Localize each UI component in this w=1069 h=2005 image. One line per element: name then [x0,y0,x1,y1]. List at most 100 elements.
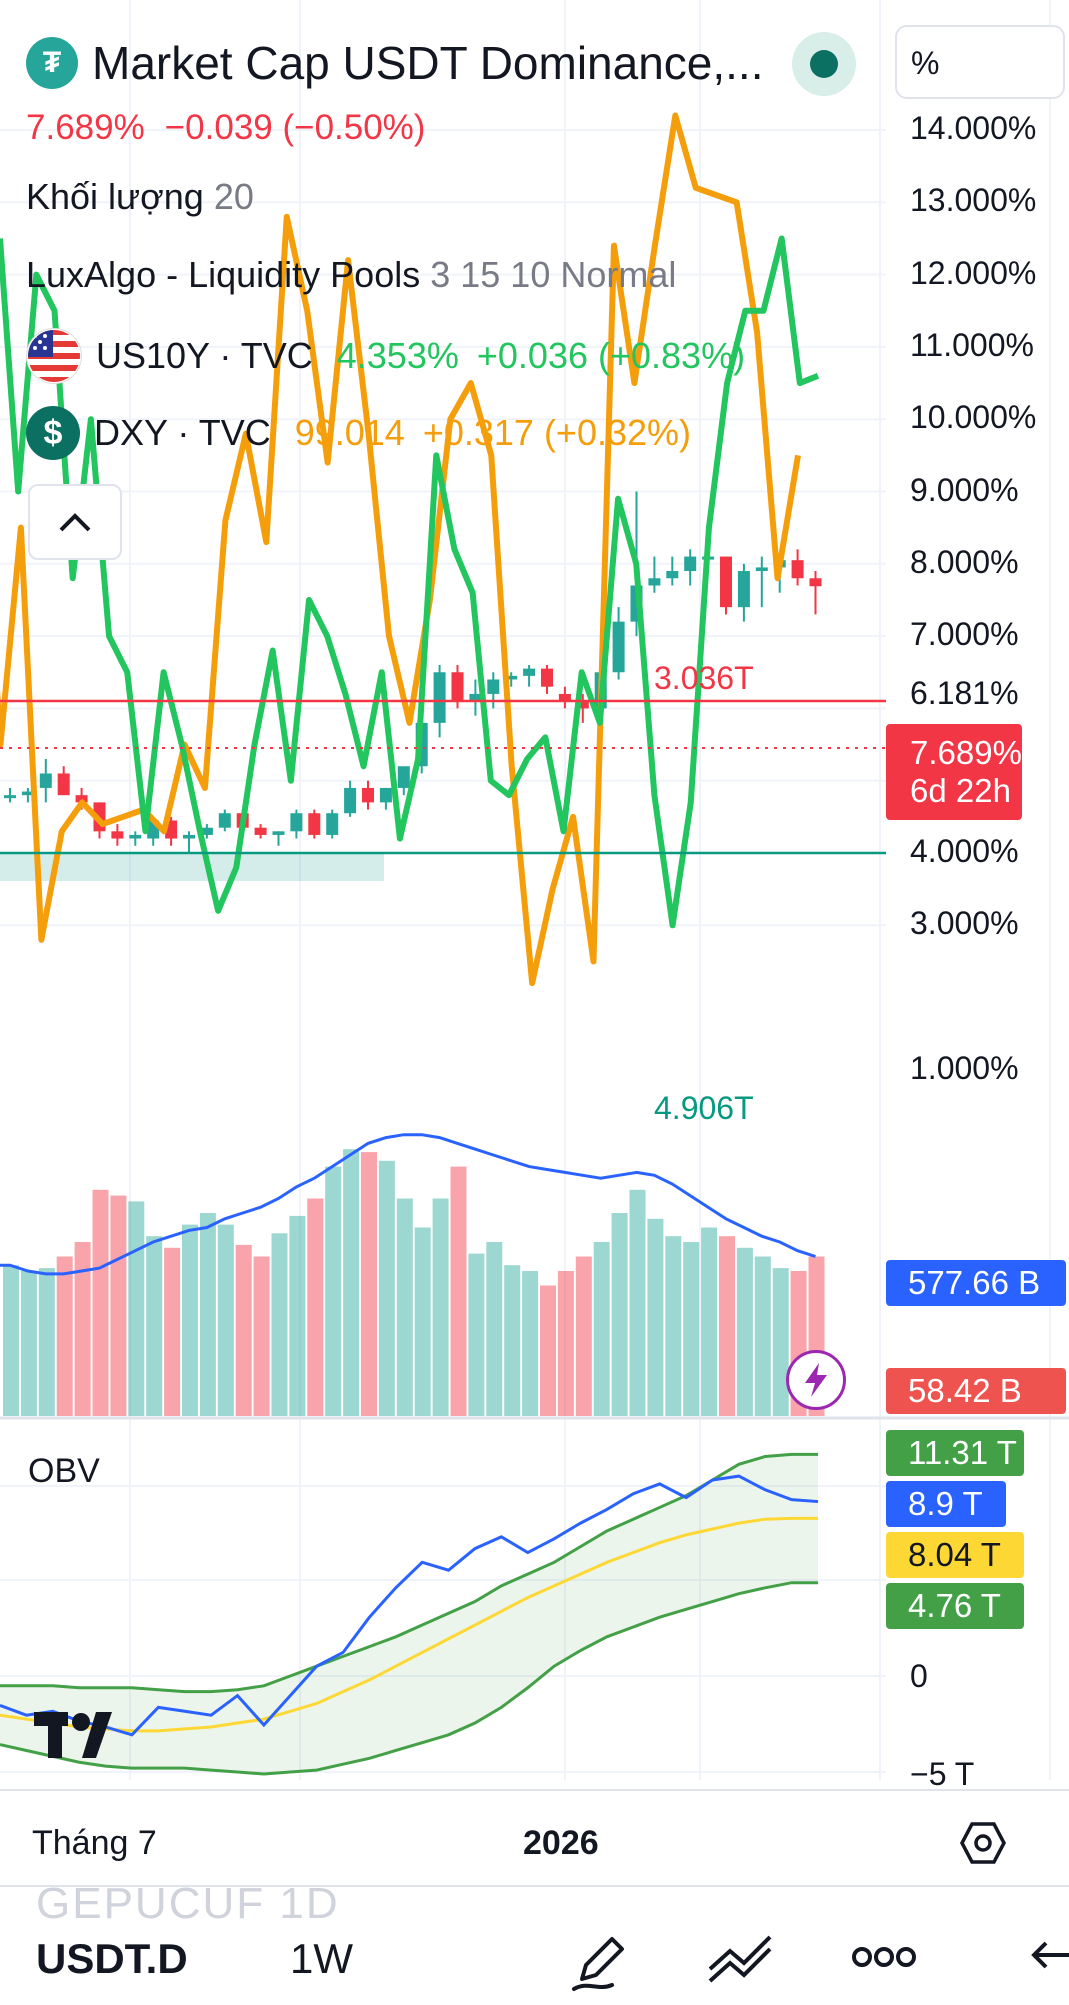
candle-body [39,773,52,788]
price-axis-tick: 10.000% [910,399,1037,436]
last-price: 7.689% [26,108,145,147]
live-dot-icon [810,50,838,78]
candle-body [451,672,464,702]
price-axis-tick: 6.181% [910,675,1019,712]
settings-hexagon-icon[interactable] [958,1818,1008,1868]
volume-bar [182,1224,198,1416]
price-axis-tick: 12.000% [910,254,1037,291]
chart-title-row[interactable]: ₮ Market Cap USDT Dominance,... [26,36,764,90]
candle-body [379,787,392,803]
volume-bar [736,1247,753,1416]
back-icon[interactable] [1030,1937,1069,1977]
volume-bar [289,1215,306,1416]
candle-body [666,571,679,579]
candle-body [720,556,732,608]
previous-symbol-ghost: GEPUCUF 1D [36,1879,340,1928]
tradingview-logo-icon [34,1712,112,1758]
bar-countdown: 6d 22h [910,772,1011,809]
candle-body [254,827,267,835]
candle-body [612,621,625,673]
more-icon[interactable] [852,1943,916,1971]
scale-percent-button[interactable]: % [895,25,1065,99]
obv-lower-badge: 4.76 T [886,1583,1024,1629]
indicator-volume[interactable]: Khối lượng 20 [26,176,254,218]
last-price-badge: 7.689% 6d 22h [886,724,1022,820]
chevron-up-icon [59,513,91,532]
price-change-row: 7.689% −0.039 (−0.50%) [26,108,425,148]
market-status-button[interactable] [792,32,856,96]
timeframe-button[interactable]: 1W [290,1935,353,1982]
main-chart[interactable] [0,0,1069,1885]
candle-body [487,679,500,694]
candle-body [558,693,571,702]
obv-band-fill [0,1454,818,1774]
obv-line [0,1474,819,1737]
compare-symbol: DXY · TVC [94,412,271,453]
lightning-icon [805,1363,827,1397]
compare-value: 4.353% [336,335,459,376]
price-axis-tick: 7.000% [910,616,1019,653]
candle-body [737,571,750,608]
volume-bar [557,1271,574,1416]
candle-body [308,813,321,835]
candle-body [791,560,804,579]
volume-bar [450,1166,467,1416]
volume-bar [468,1253,485,1416]
candle-body [397,766,410,788]
time-label-july: Tháng 7 [32,1824,157,1862]
last-price-label: 7.689% [910,734,1022,771]
volume-bar [164,1247,181,1416]
candle-body [129,834,142,839]
candle-body [523,668,536,676]
volume-bar [522,1271,539,1416]
dxy-line [0,112,801,987]
volume-bar [486,1242,503,1416]
price-axis-tick: 8.000% [910,543,1019,580]
volume-bar [217,1224,234,1416]
volume-bar [647,1218,664,1416]
candle-body [576,701,589,709]
indicator-liquidity-pools[interactable]: LuxAlgo - Liquidity Pools 3 15 10 Normal [26,254,676,296]
candle-body [469,693,482,702]
volume-bar [378,1160,395,1416]
candle-body [218,813,231,828]
volume-bar [575,1256,592,1416]
volume-bar [772,1268,789,1416]
volume-ma-line [0,1133,816,1276]
volume-bar [611,1213,628,1416]
candle-body [200,827,213,835]
price-axis-tick: 1.000% [910,1049,1019,1086]
obv-sma-badge: 8.04 T [886,1532,1024,1578]
volume-bar [325,1166,342,1416]
volume-bar [128,1201,145,1416]
volume-bar [504,1265,521,1416]
alert-lightning-button[interactable] [786,1350,846,1410]
price-change: −0.039 (−0.50%) [164,108,426,147]
volume-bar [3,1265,19,1416]
trendline-icon[interactable] [706,1929,776,1985]
liquidity-pool-zone [0,853,384,881]
candle-body [684,556,697,572]
price-axis-tick: 9.000% [910,471,1019,508]
volume-bar [701,1227,718,1416]
liquidity-level-low: 4.906T [654,1090,754,1126]
candle-body [648,578,661,586]
dollar-icon: $ [26,406,80,460]
collapse-legend-button[interactable] [28,484,122,560]
compare-value: 99.014 [294,412,405,453]
candle-body [344,787,357,814]
pencil-icon[interactable] [568,1929,632,1993]
volume-bar [146,1236,163,1416]
volume-bar [343,1149,360,1416]
price-axis-tick: 14.000% [910,110,1037,146]
compare-dxy[interactable]: $ DXY · TVC 99.014 +0.317 (+0.32%) [26,406,691,460]
time-label-2026: 2026 [523,1824,599,1862]
obv-value-badge: 8.9 T [886,1481,1006,1527]
candle-body [183,834,195,839]
candle-body [21,791,34,796]
symbol-button[interactable]: USDT.D [36,1935,188,1982]
compare-us10y[interactable]: US10Y · TVC 4.353% +0.036 (+0.83%) [26,328,745,384]
obv-upper-band [0,1452,818,1694]
candle-body [290,813,303,832]
volume-badge: 58.42 B [886,1368,1066,1414]
